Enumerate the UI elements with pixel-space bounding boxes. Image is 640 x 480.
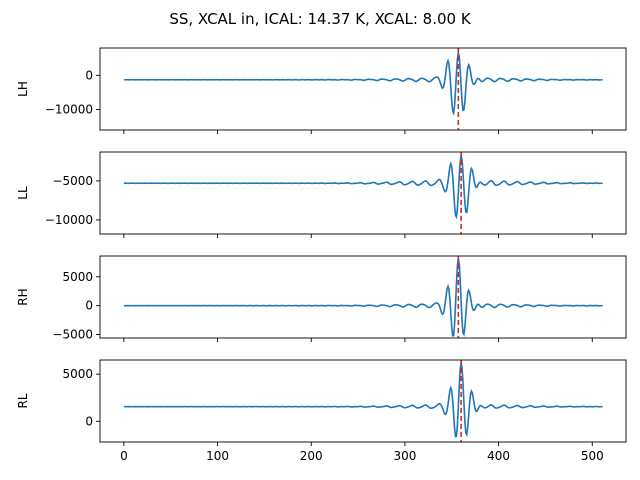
y-axis-label-lh: LH bbox=[16, 81, 30, 97]
y-tick-label-rl: 0 bbox=[85, 414, 93, 428]
x-tick-label: 300 bbox=[393, 449, 416, 463]
y-tick-label-lh: −10000 bbox=[45, 103, 93, 117]
y-axis-label-rh: RH bbox=[16, 288, 30, 305]
y-tick-label-rh: 5000 bbox=[62, 270, 93, 284]
y-tick-label-rh: −5000 bbox=[52, 328, 93, 342]
y-tick-label-rh: 0 bbox=[85, 299, 93, 313]
x-tick-label: 0 bbox=[120, 449, 128, 463]
x-tick-label: 400 bbox=[487, 449, 510, 463]
x-tick-label: 200 bbox=[300, 449, 323, 463]
subplot-rh: −5000 0 5000 RH bbox=[16, 255, 627, 342]
axes-frame-rh bbox=[99, 255, 627, 339]
subplot-lh: −10000 0 LH bbox=[16, 47, 627, 134]
series-line-rl bbox=[123, 362, 603, 438]
series-line-rh bbox=[123, 258, 603, 337]
axes-frame-ll bbox=[99, 151, 627, 235]
axes-frame-lh bbox=[99, 47, 627, 131]
y-tick-label-ll: −10000 bbox=[45, 213, 93, 227]
y-tick-label-ll: −5000 bbox=[52, 174, 93, 188]
y-tick-label-lh: 0 bbox=[85, 68, 93, 82]
x-tick-label: 500 bbox=[581, 449, 604, 463]
y-axis-label-rl: RL bbox=[16, 393, 30, 408]
axes-frame-rl bbox=[99, 359, 627, 443]
subplot-rl: 0 5000 0 100 200 300 400 500 RL bbox=[16, 359, 627, 463]
series-line-ll bbox=[123, 155, 603, 220]
x-tick-label: 100 bbox=[206, 449, 229, 463]
subplot-ll: −10000 −5000 LL bbox=[16, 151, 627, 238]
y-tick-label-rl: 5000 bbox=[62, 367, 93, 381]
series-line-lh bbox=[123, 52, 603, 116]
figure-title: SS, XCAL in, ICAL: 14.37 K, XCAL: 8.00 K bbox=[169, 10, 472, 28]
y-axis-label-ll: LL bbox=[16, 186, 30, 200]
